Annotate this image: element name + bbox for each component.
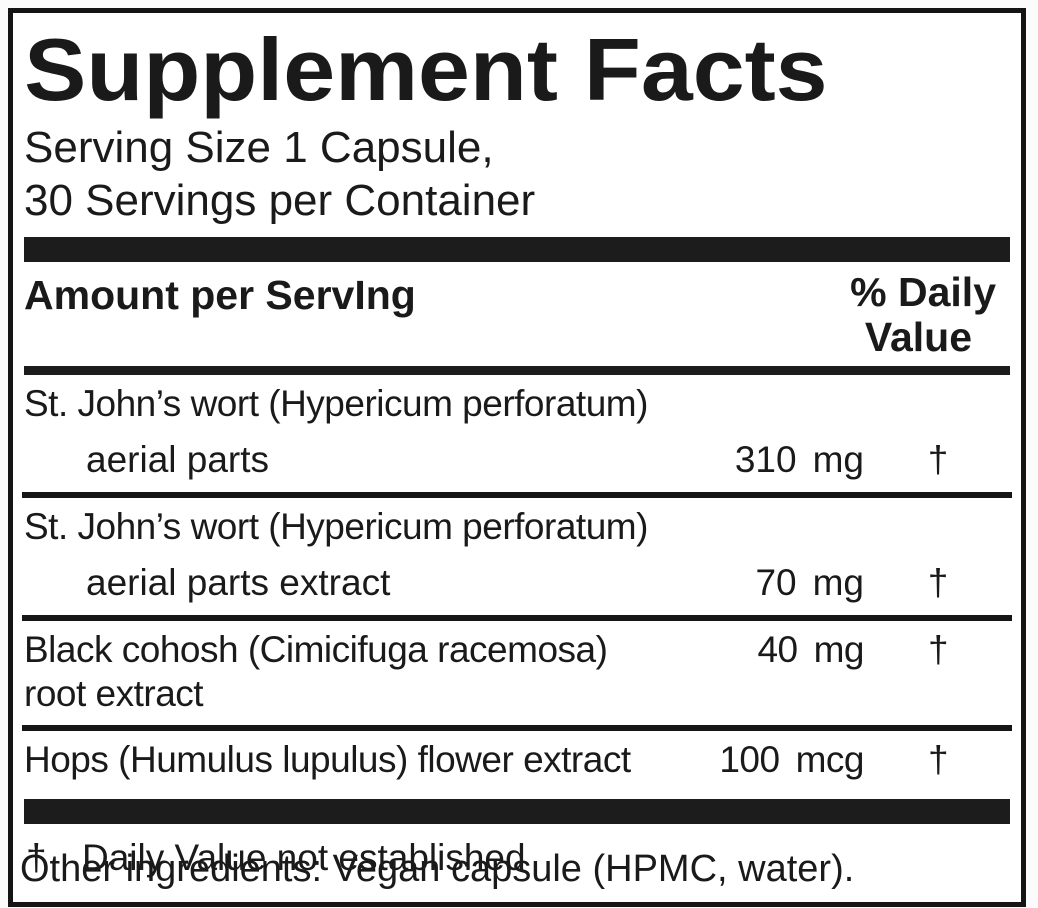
amount-value: 70 <box>755 562 797 603</box>
supplement-facts-panel: Supplement Facts Serving Size 1 Capsule,… <box>8 8 1026 907</box>
ingredient-detail-line: aerial parts extract 70 mg † <box>22 549 1012 615</box>
daily-value-dagger: † <box>927 562 949 603</box>
amount-value: 310 <box>734 439 797 480</box>
daily-value-footnote: † Daily Value not established <box>22 824 1012 902</box>
footnote-text: Daily Value not established <box>82 837 526 878</box>
ingredient-name: Black cohosh (Cimicifuga racemosa) root … <box>24 629 608 714</box>
ingredient-name: St. John’s wort (Hypericum perforatum) <box>24 506 648 547</box>
column-header-row: Amount per ServIng % Daily Value <box>22 262 1012 366</box>
ingredient-row: Hops (Humulus lupulus) flower extract 10… <box>22 731 1012 791</box>
dagger-symbol: † <box>26 837 47 878</box>
ingredient-name: St. John’s wort (Hypericum perforatum) <box>24 383 648 424</box>
ingredient-amount: 310 mg <box>649 438 864 482</box>
amount-unit: mg <box>812 439 864 480</box>
divider-thick-bottom <box>24 799 1010 824</box>
ingredient-subname: aerial parts <box>86 439 270 480</box>
row-divider <box>22 615 1012 621</box>
ingredient-detail-line: aerial parts 310 mg † <box>22 426 1012 492</box>
panel-title: Supplement Facts <box>24 20 828 119</box>
row-divider <box>22 492 1012 498</box>
divider-under-header <box>24 366 1010 375</box>
amount-unit: mcg <box>795 739 865 780</box>
ingredient-name: Hops (Humulus lupulus) flower extract <box>24 739 631 780</box>
amount-value: 100 <box>719 739 780 780</box>
daily-value-dagger: † <box>927 439 949 480</box>
amount-unit: mg <box>813 629 865 670</box>
daily-value-dagger: † <box>927 629 949 670</box>
servings-per-container-line: 30 Servings per Container <box>24 176 536 225</box>
divider-thick-top <box>24 237 1010 262</box>
ingredient-amount: 100 mcg <box>649 738 864 782</box>
amount-per-serving-header: Amount per ServIng <box>24 272 416 318</box>
row-divider <box>22 725 1012 731</box>
ingredient-amount: 70 mg <box>649 561 864 605</box>
daily-value-header: % Daily Value <box>850 270 1010 360</box>
daily-value-header-line2: Value <box>864 314 972 360</box>
ingredient-subname: aerial parts extract <box>86 562 391 603</box>
daily-value-header-line1: % Daily <box>850 269 996 315</box>
other-ingredients-line: Other ingredients: Vegan capsule (HPMC, … <box>20 848 855 890</box>
ingredient-row: St. John’s wort (Hypericum perforatum) a… <box>22 498 1012 615</box>
amount-value: 40 <box>757 629 798 670</box>
amount-unit: mg <box>812 562 864 603</box>
serving-size-line: Serving Size 1 Capsule, <box>24 123 494 172</box>
daily-value-dagger: † <box>927 739 949 780</box>
ingredient-row: St. John’s wort (Hypericum perforatum) a… <box>22 375 1012 492</box>
ingredient-row: Black cohosh (Cimicifuga racemosa) root … <box>22 621 1012 725</box>
ingredient-amount: 40 mg <box>649 628 864 672</box>
